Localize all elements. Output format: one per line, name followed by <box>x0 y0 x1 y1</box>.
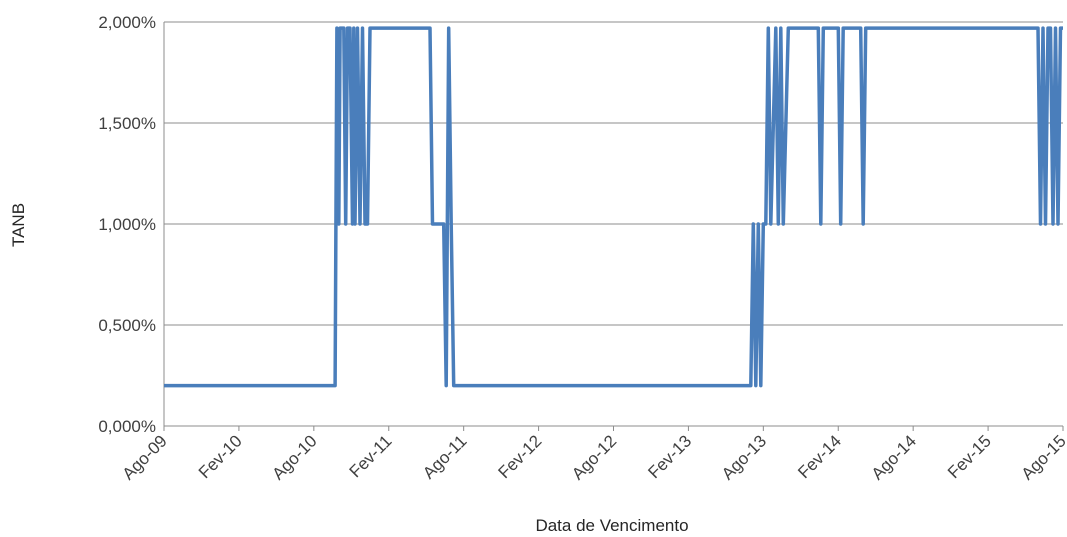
x-tick-label: Ago-09 <box>119 431 171 483</box>
x-tick-label: Fev-12 <box>495 431 546 482</box>
x-tick-label: Fev-14 <box>794 431 845 482</box>
y-tick-label: 1,500% <box>98 114 156 133</box>
series-line <box>164 26 1063 388</box>
y-tick-label: 1,000% <box>98 215 156 234</box>
x-tick-label: Ago-10 <box>268 431 320 483</box>
x-tick-label: Ago-12 <box>568 431 620 483</box>
y-tick-labels: 0,000% 0,500% 1,000% 1,500% 2,000% <box>98 13 156 436</box>
y-tick-label: 2,000% <box>98 13 156 32</box>
y-axis-label: TANB <box>9 203 28 247</box>
axes <box>163 22 1064 431</box>
y-tick-label: 0,500% <box>98 316 156 335</box>
x-tick-label: Fev-15 <box>944 431 995 482</box>
y-tick-label: 0,000% <box>98 417 156 436</box>
x-tick-label: Ago-13 <box>718 431 770 483</box>
x-tick-label: Fev-10 <box>195 431 246 482</box>
series-layer <box>164 26 1063 388</box>
x-tick-label: Fev-11 <box>346 431 396 481</box>
x-tick-label: Ago-15 <box>1018 431 1067 483</box>
x-tick-labels: Ago-09 Fev-10 Ago-10 Fev-11 Ago-11 Fev-12 Ago-… <box>119 431 1067 483</box>
x-tick-label: Fev-13 <box>644 431 695 482</box>
x-tick-label: Ago-11 <box>419 431 470 482</box>
gridlines <box>164 21 1063 326</box>
x-axis-label: Data de Vencimento <box>535 516 688 535</box>
x-tick-label: Ago-14 <box>868 431 920 483</box>
